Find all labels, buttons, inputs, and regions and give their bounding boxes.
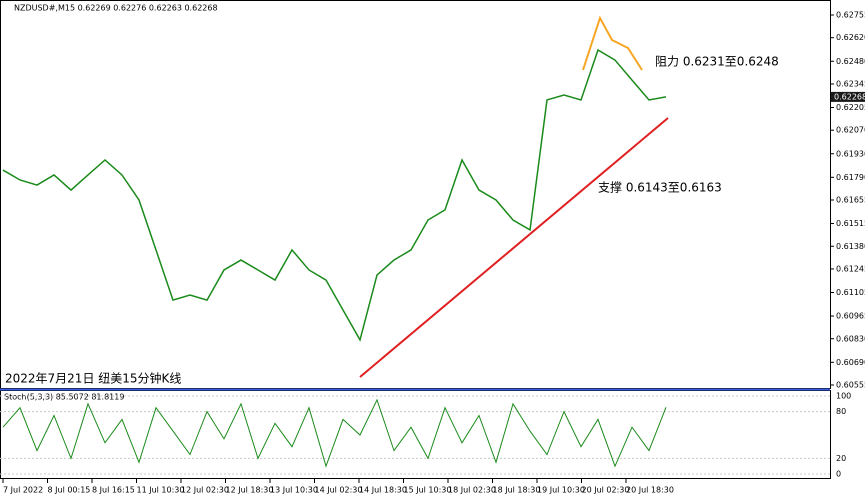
- stoch-tick-label: 80: [836, 407, 846, 416]
- x-tick-label: 8 Jul 00:15: [48, 486, 91, 495]
- stoch-tick-label: 100: [836, 392, 851, 401]
- x-tick-label: 12 Jul 18:30: [226, 486, 274, 495]
- resistance-lines: [582, 15, 643, 71]
- y-tick-label: 0.61245: [836, 264, 865, 273]
- x-tick-label: 14 Jul 02:30: [315, 486, 363, 495]
- x-tick-label: 19 Jul 10:30: [537, 486, 585, 495]
- stoch-title: Stoch(5,3,3) 85.5072 81.8119: [4, 393, 124, 402]
- y-tick-label: 0.61515: [836, 219, 865, 228]
- x-tick-label: 7 Jul 2022: [3, 486, 43, 495]
- y-tick-label: 0.60555: [836, 381, 865, 390]
- x-tick-label: 18 Jul 18:30: [493, 486, 541, 495]
- x-tick-label: 18 Jul 02:30: [448, 486, 496, 495]
- y-tick-label: 0.61105: [836, 288, 865, 297]
- x-tick-label: 14 Jul 18:30: [359, 486, 407, 495]
- support-annotation: 支撑 0.6143至0.6163: [598, 180, 722, 195]
- x-tick-label: 12 Jul 02:30: [181, 486, 229, 495]
- y-tick-label: 0.62755: [836, 11, 865, 20]
- x-tick-label: 11 Jul 10:30: [137, 486, 185, 495]
- stoch-tick-label: 20: [836, 454, 846, 463]
- current-price-box: [831, 91, 865, 102]
- resistance-annotation: 阻力 0.6231至0.6248: [655, 55, 779, 69]
- y-tick-label: 0.62345: [836, 79, 865, 88]
- y-tick-label: 0.62205: [836, 103, 865, 112]
- x-tick-label: 15 Jul 10:30: [404, 486, 452, 495]
- symbol-header: NZDUSD#,M15 0.62269 0.62276 0.62263 0.62…: [14, 4, 218, 13]
- y-tick-label: 0.60965: [836, 312, 865, 321]
- x-tick-label: 13 Jul 10:30: [270, 486, 318, 495]
- stoch-line: [2, 398, 667, 468]
- chart-caption: 2022年7月21日 纽美15分钟K线: [5, 371, 181, 386]
- main-panel: [0, 0, 831, 389]
- x-tick-label: 20 Jul 18:30: [626, 486, 674, 495]
- x-tick-label: 20 Jul 02:30: [582, 486, 630, 495]
- current-price-label: 0.62268: [834, 92, 865, 101]
- y-tick-label: 0.61655: [836, 196, 865, 205]
- support-trendline: [359, 117, 669, 378]
- price-line: [2, 48, 667, 342]
- stoch-tick-label: 0: [836, 470, 841, 479]
- x-tick-label: 8 Jul 16:15: [92, 486, 135, 495]
